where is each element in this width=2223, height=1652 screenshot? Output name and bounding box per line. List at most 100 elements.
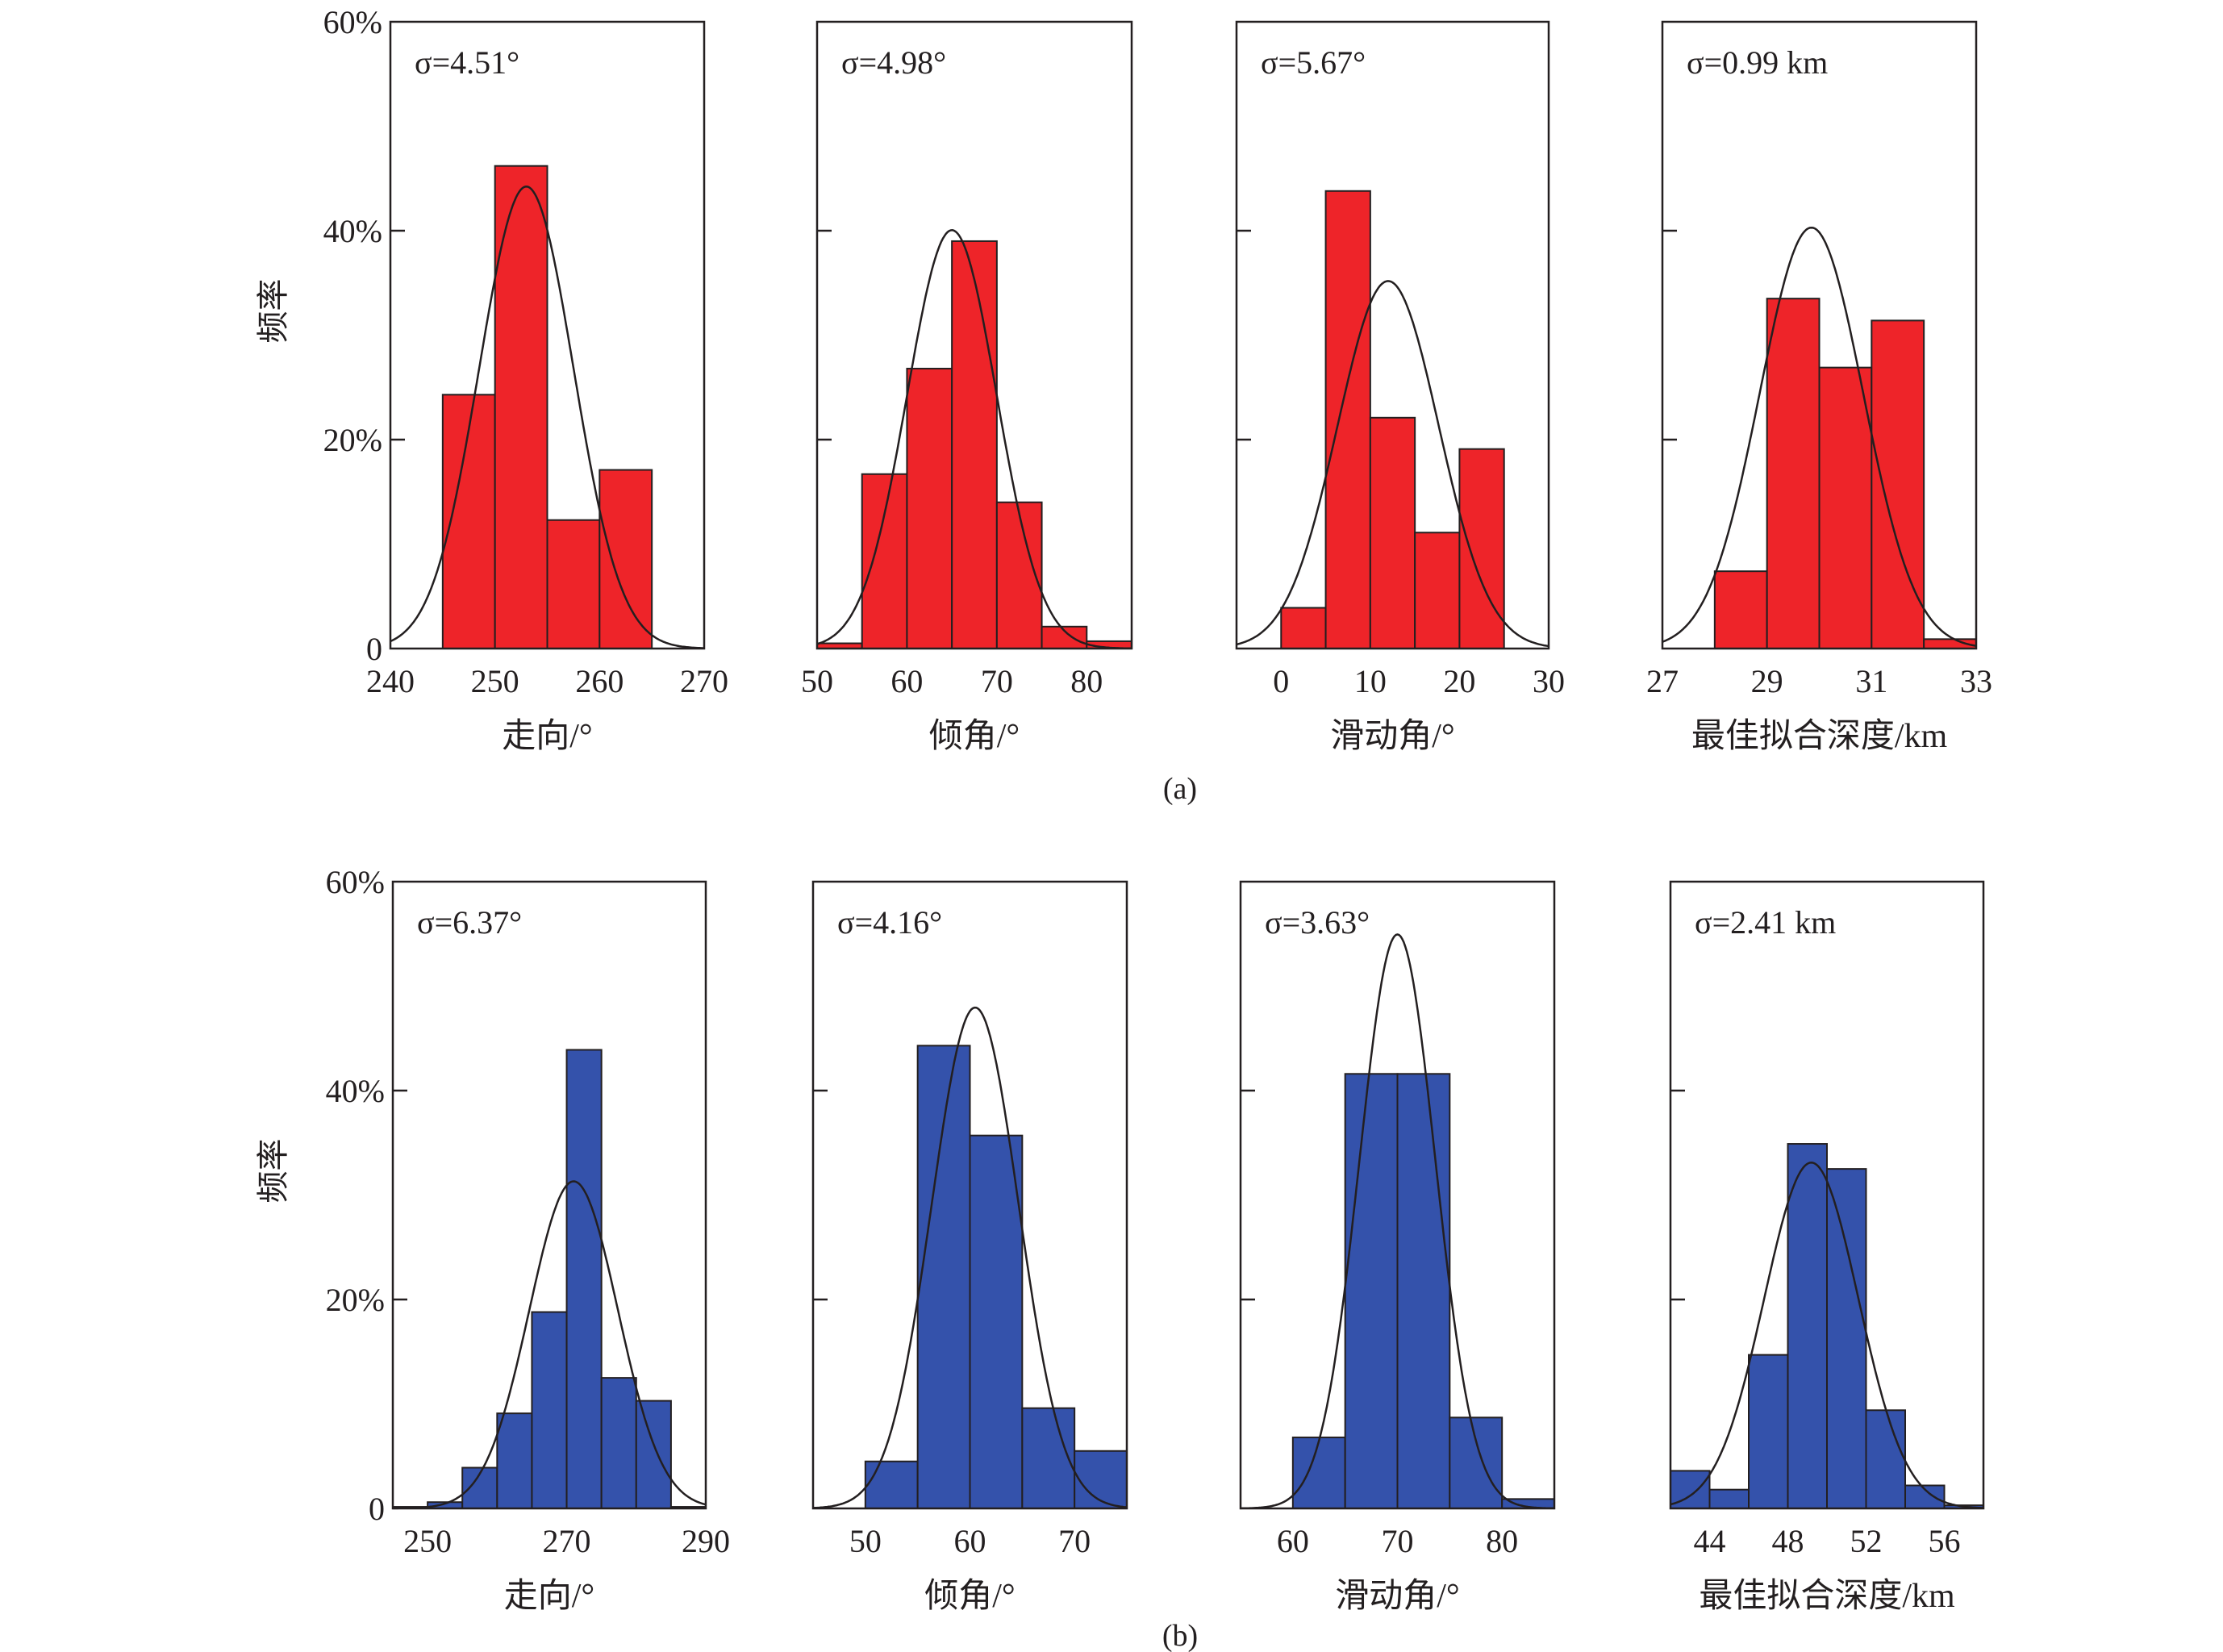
histogram-bar xyxy=(565,1049,603,1509)
sigma-label: σ=6.37° xyxy=(417,904,522,941)
x-tick-label: 80 xyxy=(1070,663,1103,699)
x-axis-label: 倾角/° xyxy=(924,1578,1015,1615)
y-tick-label: 0 xyxy=(366,631,382,667)
plot-frame xyxy=(1669,880,1985,1510)
histogram-bar xyxy=(1449,1416,1504,1509)
histogram-bar xyxy=(1344,1073,1399,1509)
x-tick-label: 80 xyxy=(1486,1523,1518,1559)
histogram-bar xyxy=(635,1400,672,1509)
sigma-label: σ=4.51° xyxy=(415,44,519,81)
histogram-bar xyxy=(861,473,908,649)
x-axis-label: 最佳拟合深度/km xyxy=(1691,718,1948,755)
histogram-bar xyxy=(864,1460,919,1509)
histogram-bar xyxy=(906,367,953,649)
x-tick-label: 290 xyxy=(682,1523,730,1559)
x-tick-label: 48 xyxy=(1772,1523,1804,1559)
sigma-label: σ=3.63° xyxy=(1265,904,1370,941)
histogram-bar xyxy=(1708,1488,1750,1509)
x-tick-label: 70 xyxy=(1382,1523,1414,1559)
x-axis-label: 最佳拟合深度/km xyxy=(1699,1578,1955,1615)
x-tick-label: 70 xyxy=(981,663,1013,699)
histogram-bar xyxy=(1458,448,1505,650)
x-tick-label: 240 xyxy=(366,663,415,699)
x-tick-label: 20 xyxy=(1443,663,1475,699)
histogram-bar xyxy=(1280,607,1327,649)
x-tick-label: 250 xyxy=(471,663,519,699)
x-tick-label: 33 xyxy=(1960,663,1992,699)
x-tick-label: 270 xyxy=(680,663,728,699)
x-tick-label: 50 xyxy=(849,1523,882,1559)
x-tick-label: 60 xyxy=(1277,1523,1309,1559)
normal-fit-curve xyxy=(393,1180,707,1510)
x-tick-label: 70 xyxy=(1058,1523,1091,1559)
x-tick-label: 10 xyxy=(1354,663,1387,699)
sigma-label: σ=4.98° xyxy=(841,44,946,81)
normal-fit-curve xyxy=(390,186,704,649)
sigma-label: σ=4.16° xyxy=(837,904,942,941)
histogram-bar xyxy=(995,501,1043,650)
plot-frame xyxy=(1661,20,1978,650)
normal-fit-curve xyxy=(1662,226,1977,647)
histogram-bar xyxy=(598,469,653,649)
x-tick-label: 56 xyxy=(1929,1523,1961,1559)
histogram-bar xyxy=(1865,1409,1906,1510)
plot-frame xyxy=(389,20,706,650)
histogram-bar xyxy=(969,1134,1024,1510)
histogram-bar xyxy=(1396,1073,1451,1509)
histogram-bar xyxy=(1766,298,1821,649)
x-axis-label: 走向/° xyxy=(502,718,592,755)
histogram-bar xyxy=(496,1412,533,1510)
plot-frame xyxy=(1235,20,1550,650)
x-tick-label: 60 xyxy=(890,663,923,699)
y-tick-label: 40% xyxy=(326,1073,385,1109)
x-axis-label: 走向/° xyxy=(504,1578,594,1615)
histogram-bar xyxy=(1021,1407,1076,1510)
x-tick-label: 29 xyxy=(1751,663,1783,699)
x-tick-label: 27 xyxy=(1646,663,1679,699)
y-axis-label: 频率 xyxy=(255,1139,291,1204)
histogram-bar xyxy=(1787,1143,1828,1510)
y-tick-label: 60% xyxy=(326,864,385,900)
caption-a: (a) xyxy=(1163,772,1197,806)
y-tick-label: 60% xyxy=(323,4,382,40)
normal-fit-curve xyxy=(1670,1162,1984,1509)
x-tick-label: 44 xyxy=(1694,1523,1726,1559)
histogram-bar xyxy=(916,1045,971,1509)
normal-fit-curve xyxy=(812,1006,1128,1509)
x-tick-label: 260 xyxy=(575,663,624,699)
sigma-label: σ=2.41 km xyxy=(1695,904,1836,941)
histogram-bar xyxy=(951,240,998,649)
x-tick-label: 30 xyxy=(1533,663,1565,699)
histogram-bar xyxy=(1414,532,1461,649)
x-tick-label: 0 xyxy=(1273,663,1289,699)
histogram-bar xyxy=(1748,1354,1789,1510)
x-axis-label: 滑动角/° xyxy=(1335,1578,1459,1615)
caption-b: (b) xyxy=(1162,1619,1198,1652)
histogram-bar xyxy=(1713,570,1768,649)
normal-fit-curve xyxy=(1240,933,1555,1510)
y-tick-label: 0 xyxy=(369,1491,385,1527)
plot-frame xyxy=(1239,880,1556,1510)
y-tick-label: 40% xyxy=(323,213,382,249)
plot-frame xyxy=(815,20,1133,650)
x-tick-label: 270 xyxy=(543,1523,591,1559)
normal-fit-curve xyxy=(1236,280,1549,648)
x-tick-label: 50 xyxy=(801,663,833,699)
histogram-bar xyxy=(494,165,548,649)
y-tick-label: 20% xyxy=(326,1282,385,1318)
x-tick-label: 60 xyxy=(954,1523,986,1559)
histogram-bar xyxy=(600,1377,637,1509)
x-tick-label: 250 xyxy=(403,1523,452,1559)
plot-frame xyxy=(391,880,707,1510)
normal-fit-curve xyxy=(816,229,1132,650)
y-tick-label: 20% xyxy=(323,422,382,458)
histogram-bar xyxy=(1369,416,1416,649)
histogram-bar xyxy=(531,1311,568,1510)
histogram-bar xyxy=(1324,190,1371,650)
histogram-bar xyxy=(1818,366,1873,649)
y-axis-label: 频率 xyxy=(255,279,291,344)
histogram-bar xyxy=(1871,319,1925,649)
plot-frame xyxy=(811,880,1128,1510)
histogram-bar xyxy=(1291,1436,1346,1509)
